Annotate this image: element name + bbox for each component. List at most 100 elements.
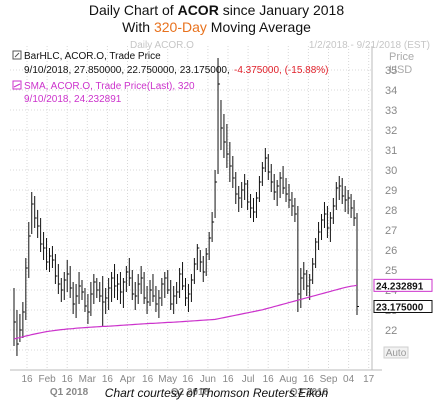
price-bar <box>315 238 318 268</box>
price-bar <box>102 276 105 326</box>
price-bar <box>267 154 271 180</box>
price-bar <box>291 192 294 216</box>
price-bar <box>229 142 232 182</box>
price-bar <box>321 214 324 240</box>
price-tag: 23.175000 <box>373 300 433 314</box>
price-bar <box>288 184 291 208</box>
price-bar <box>318 222 321 250</box>
price-bar <box>81 280 85 300</box>
title-suffix: since January 2018 <box>218 2 345 18</box>
price-tag-label: 23.175000 <box>376 303 424 314</box>
y-tick-label: 35 <box>385 65 397 77</box>
price-bar <box>72 282 76 314</box>
price-bar <box>87 294 90 324</box>
price-bar <box>190 274 194 302</box>
x-tick-label: 16 <box>182 374 194 385</box>
price-bar <box>131 270 135 300</box>
price-bar <box>232 156 235 188</box>
price-bar <box>241 182 244 208</box>
price-tag: 24.232891 <box>373 278 433 292</box>
price-bar <box>211 212 215 242</box>
price-bar <box>270 164 274 192</box>
price-bar <box>146 286 150 314</box>
price-bar <box>300 268 303 308</box>
price-bar <box>137 274 141 304</box>
chart-title-line-1: Daily Chart of ACOR since January 2018 <box>0 2 433 18</box>
y-tick-label: 25 <box>385 265 397 277</box>
title-ticker: ACOR <box>177 2 219 18</box>
price-bar <box>43 232 46 260</box>
subtitle-highlight: 320-Day <box>153 19 207 35</box>
price-bar <box>238 186 241 212</box>
price-bar <box>341 178 345 204</box>
price-bar <box>220 100 223 150</box>
price-bar <box>179 268 182 298</box>
quarter-label: Q1 2018 <box>50 387 89 398</box>
price-bar <box>158 290 161 318</box>
price-bar <box>84 288 87 312</box>
auto-scale-button[interactable] <box>383 346 409 359</box>
x-tick-label: Aug <box>279 374 297 385</box>
price-bar <box>173 286 176 314</box>
price-bar <box>16 310 19 356</box>
price-bar <box>90 282 93 316</box>
sma-legend-title: SMA, ACOR.O, Trade Price(Last), 320 <box>24 81 195 92</box>
subtitle-prefix: With <box>122 19 154 35</box>
price-bar <box>60 278 64 302</box>
price-bar <box>40 218 43 252</box>
price-bar <box>255 192 259 218</box>
x-tick-label: 16 <box>21 374 33 385</box>
quarter-label: Q3 2018 <box>290 387 329 398</box>
y-tick-label: 31 <box>385 145 397 157</box>
price-bar <box>13 288 16 346</box>
axis-unit-top: Price <box>389 51 414 63</box>
price-bar <box>134 282 138 310</box>
bar-legend-title: BarHLC, ACOR.O, Trade Price <box>24 51 161 62</box>
chart-credit: Chart courtesy of Thomson Reuters Eikon <box>104 386 329 400</box>
subtitle-suffix: Moving Average <box>206 19 311 35</box>
price-bar <box>282 166 286 194</box>
price-bar <box>111 272 114 302</box>
watermark-right: 1/2/2018 - 9/21/2018 (EST) <box>309 40 430 51</box>
price-bar <box>152 274 155 302</box>
price-bar <box>140 266 144 294</box>
bar-legend-values: 9/10/2018, 27.850000, 22.750000, 23.1750… <box>24 65 230 76</box>
price-bar <box>143 272 147 304</box>
x-tick-label: Apr <box>120 374 136 385</box>
price-bar <box>258 176 262 202</box>
x-tick-label: Sep <box>320 374 338 385</box>
price-bar <box>329 212 333 242</box>
x-tick-label: 16 <box>222 374 234 385</box>
price-bar <box>48 248 52 272</box>
price-bar <box>187 284 191 312</box>
y-tick-label: 29 <box>385 185 397 197</box>
price-bar <box>51 246 55 268</box>
x-tick-label: Jul <box>242 374 255 385</box>
price-tag-label: 24.232891 <box>376 281 424 292</box>
y-tick-label: 34 <box>385 85 397 97</box>
price-bar <box>28 222 31 278</box>
price-bar <box>347 190 351 214</box>
price-bar <box>75 284 79 318</box>
price-bar <box>253 198 256 222</box>
x-tick-label: 16 <box>142 374 154 385</box>
price-bar <box>54 254 58 284</box>
price-bar <box>199 250 203 272</box>
price-bar <box>353 200 357 226</box>
x-tick-label: 04 <box>343 374 355 385</box>
x-tick-label: 16 <box>303 374 315 385</box>
auto-scale-label: Auto <box>386 348 407 359</box>
price-series <box>13 58 359 356</box>
price-bar <box>350 194 354 218</box>
price-bar <box>46 238 49 270</box>
price-bar <box>96 278 99 298</box>
price-bar <box>176 282 179 304</box>
price-bar <box>37 210 40 238</box>
price-bar <box>69 266 73 298</box>
x-axis: 16 Feb 16 Mar 16 Apr 16 May 16 Jun 16 Jul 16 Aug 16 Sep… <box>21 374 374 398</box>
price-bar <box>105 288 108 314</box>
price-bar <box>164 272 167 298</box>
price-bar <box>338 176 342 200</box>
x-tick-label: Jun <box>200 374 216 385</box>
price-bar <box>122 278 126 308</box>
